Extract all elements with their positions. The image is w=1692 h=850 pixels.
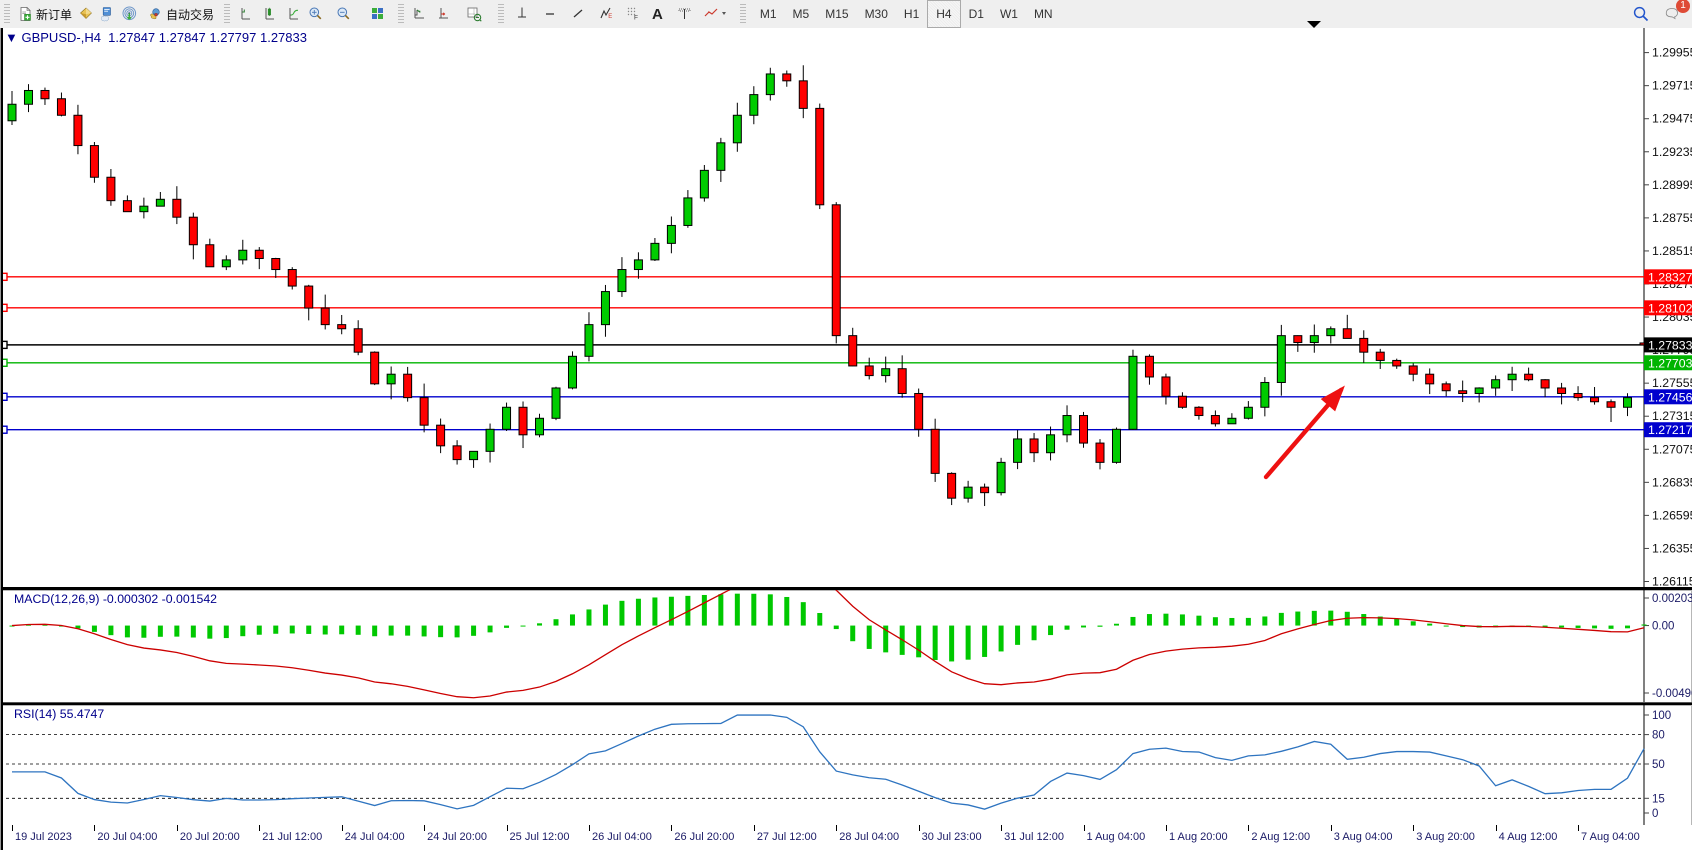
svg-text:50: 50 [1652,759,1665,771]
svg-text:1.28102: 1.28102 [1648,301,1692,315]
svg-text:MACD(12,26,9) -0.000302 -0.001: MACD(12,26,9) -0.000302 -0.001542 [14,592,217,606]
svg-text:1.26835: 1.26835 [1652,475,1692,489]
svg-text:1.26355: 1.26355 [1652,541,1692,555]
svg-text:F: F [634,15,638,22]
svg-text:RSI(14) 55.4747: RSI(14) 55.4747 [14,707,104,721]
svg-text:100: 100 [1652,710,1671,722]
svg-text:1.29235: 1.29235 [1652,145,1692,159]
svg-text:1.28327: 1.28327 [1648,270,1692,284]
svg-text:1.28515: 1.28515 [1652,244,1692,258]
svg-text:0.002031: 0.002031 [1652,593,1692,605]
svg-text:1.27075: 1.27075 [1652,442,1692,456]
svg-text:1.29955: 1.29955 [1652,46,1692,60]
svg-text:1.27315: 1.27315 [1652,409,1692,423]
svg-text:-0.004969: -0.004969 [1652,688,1692,700]
svg-text:1.27456: 1.27456 [1648,390,1692,404]
svg-text:1.29475: 1.29475 [1652,112,1692,126]
svg-text:E: E [608,14,612,20]
svg-text:1.27555: 1.27555 [1652,376,1692,390]
svg-text:0.00: 0.00 [1652,621,1674,633]
svg-text:1.28995: 1.28995 [1652,178,1692,192]
svg-text:1.29715: 1.29715 [1652,79,1692,93]
svg-text:1.26115: 1.26115 [1652,575,1692,589]
svg-text:1.27833: 1.27833 [1648,338,1692,352]
svg-text:15: 15 [1652,793,1665,805]
svg-text:1.27703: 1.27703 [1648,356,1692,370]
svg-text:1.28755: 1.28755 [1652,211,1692,225]
svg-text:1.27217: 1.27217 [1648,423,1692,437]
svg-text:80: 80 [1652,730,1665,742]
svg-text:1.26595: 1.26595 [1652,508,1692,522]
svg-text:0: 0 [1652,808,1658,820]
